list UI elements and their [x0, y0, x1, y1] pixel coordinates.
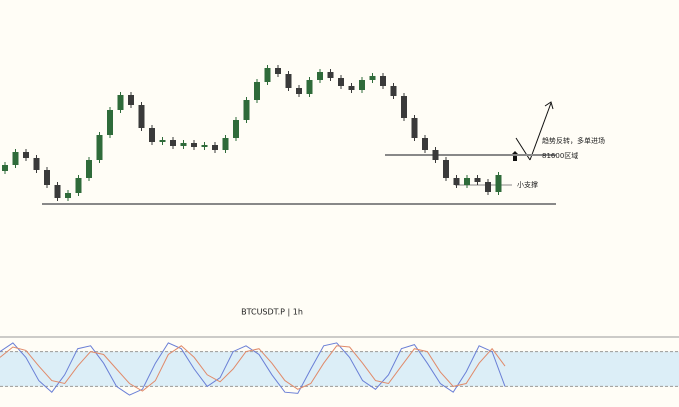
candle-body	[12, 152, 19, 165]
chart-title: BTCUSDT.P | 1h	[241, 308, 303, 317]
candle-body	[23, 152, 29, 158]
candle-body	[495, 175, 502, 192]
candle-body	[149, 128, 155, 142]
candle-body	[380, 76, 386, 86]
arrow-down-leg	[515, 137, 531, 161]
candle-body	[485, 182, 491, 192]
candle-body	[33, 158, 40, 170]
candle-body	[65, 193, 71, 198]
candle-body	[453, 178, 460, 185]
arrow-head	[544, 101, 554, 110]
candle-body	[338, 78, 344, 86]
candle-body	[285, 74, 292, 88]
candle-body	[369, 76, 376, 80]
candle-body	[401, 96, 407, 118]
candle-body	[2, 165, 8, 171]
candle-body	[170, 140, 176, 146]
candle-body	[464, 178, 470, 185]
candle-body	[432, 150, 439, 160]
candle-body	[233, 120, 239, 138]
candle-body	[306, 80, 313, 94]
candle-body	[222, 138, 229, 150]
candle-body	[128, 95, 134, 105]
candle-body	[443, 160, 449, 178]
candle-body	[138, 105, 145, 128]
candle-body	[254, 82, 260, 100]
candle-body	[96, 135, 103, 160]
candle-body	[411, 118, 418, 138]
candle-body	[75, 178, 82, 193]
candle-body	[474, 178, 481, 182]
candle-body	[359, 80, 365, 90]
candle-body	[86, 160, 92, 178]
candle-body	[317, 72, 323, 80]
candle-body	[327, 72, 334, 78]
candle-body	[264, 68, 271, 82]
candle-body	[212, 145, 218, 150]
candle-body	[296, 88, 302, 94]
candle-body	[191, 143, 197, 147]
candle-body	[44, 170, 50, 185]
band-fill	[0, 351, 679, 387]
level-label: 81600区域	[542, 151, 578, 160]
candle-body	[348, 86, 355, 90]
candle-body	[422, 138, 428, 150]
stoch-line	[0, 345, 506, 392]
level-label: 小支撑	[517, 180, 538, 189]
candle-body	[180, 143, 187, 146]
candle-body	[117, 95, 124, 110]
candle-body	[243, 100, 250, 120]
arrow-up-leg	[529, 102, 552, 161]
candle-body	[159, 140, 166, 142]
candle-body	[201, 145, 208, 147]
annotation: 趋势反转，多单进场	[542, 136, 605, 145]
candle-body	[390, 86, 397, 96]
candle-body	[54, 185, 61, 198]
candle-body	[107, 110, 113, 135]
candle-body	[275, 68, 281, 74]
